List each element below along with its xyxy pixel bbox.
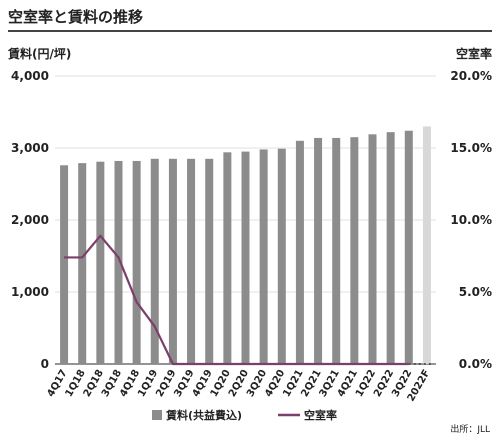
bar-forecast: [422, 126, 431, 365]
left-tick-label: 0: [41, 357, 49, 371]
bar: [368, 134, 377, 364]
bar: [205, 158, 214, 364]
bar: [150, 158, 159, 364]
legend-label-vacancy: 空室率: [304, 408, 337, 422]
source-note: 出所：JLL: [450, 425, 490, 435]
left-tick-label: 3,000: [11, 141, 49, 155]
right-tick-label: 0.0%: [459, 357, 492, 371]
bar: [60, 165, 69, 364]
bar: [187, 158, 196, 364]
vacancy-line: [64, 234, 409, 366]
chart-title: 空室率と賃料の推移: [8, 8, 144, 26]
right-tick-label: 5.0%: [459, 285, 492, 299]
title-underline: [8, 30, 492, 32]
bar: [241, 151, 250, 364]
line-series: [64, 234, 431, 366]
right-tick-label: 20.0%: [450, 69, 492, 83]
right-tick-label: 15.0%: [450, 141, 492, 155]
left-tick-label: 4,000: [11, 69, 49, 83]
bar-series: [60, 126, 431, 365]
category-labels: 4Q171Q182Q183Q184Q181Q192Q193Q194Q191Q20…: [45, 368, 432, 404]
bar: [78, 163, 87, 364]
right-axis-label: 空室率: [456, 46, 492, 61]
bar: [295, 140, 304, 364]
left-tick-label: 1,000: [11, 285, 49, 299]
bar: [114, 160, 123, 364]
right-tick-label: 10.0%: [450, 213, 492, 227]
bar: [132, 160, 141, 364]
bar: [168, 158, 177, 364]
legend: 賃料(共益費込) 空室率: [152, 408, 337, 422]
bar: [277, 148, 286, 364]
legend-label-rent: 賃料(共益費込): [165, 408, 242, 422]
left-tick-label: 2,000: [11, 213, 49, 227]
bar: [96, 161, 105, 364]
bar: [314, 137, 323, 364]
bar: [404, 130, 413, 364]
right-axis-ticks: 0.0% 5.0% 10.0% 15.0% 20.0%: [450, 69, 492, 371]
legend-swatch-rent: [152, 410, 162, 420]
bar: [332, 137, 341, 364]
left-axis-label: 賃料(円/坪): [7, 46, 71, 61]
bar: [350, 137, 359, 364]
bar: [259, 149, 268, 364]
bar: [223, 152, 232, 364]
bar: [386, 132, 395, 364]
left-axis-ticks: 0 1,000 2,000 3,000 4,000: [11, 69, 49, 371]
